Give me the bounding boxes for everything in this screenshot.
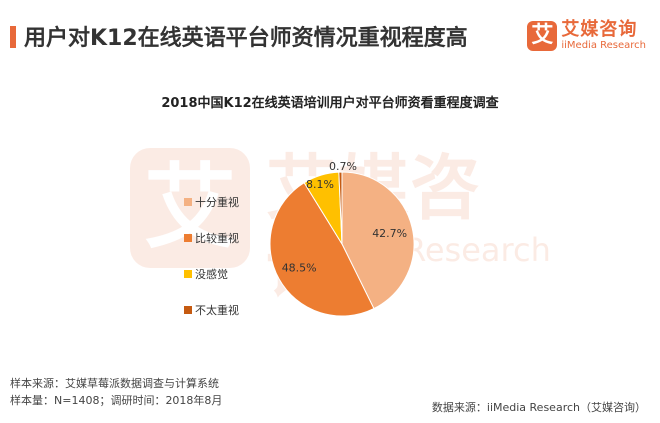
legend-swatch (184, 234, 192, 242)
legend-label: 十分重视 (195, 196, 239, 209)
pie-slice (269, 182, 375, 317)
pie-value-label: 48.5% (282, 262, 317, 275)
data-source: 数据来源：iiMedia Research（艾媒咨询） (431, 401, 646, 414)
pie-chart: 42.7% 48.5% 8.1% 0.7% (269, 160, 415, 317)
pie-slice (338, 171, 343, 245)
pie-value-label: 0.7% (329, 160, 357, 173)
legend-swatch (184, 306, 192, 314)
brand-logo-icon: 艾 (527, 21, 558, 51)
chart-title: 2018中国K12在线英语培训用户对平台师资看重程度调查 (161, 96, 499, 111)
pie-value-label: 8.1% (306, 178, 334, 191)
brand-subtitle: iiMedia Research (561, 40, 646, 51)
sample-size: 样本量：N=1408；调研时间：2018年8月 (10, 394, 223, 407)
legend-swatch (184, 198, 192, 206)
pie-value-label: 42.7% (372, 227, 407, 240)
legend-label: 没感觉 (195, 268, 228, 281)
sample-source: 样本来源：艾媒草莓派数据调查与计算系统 (10, 377, 219, 390)
legend-item: 没感觉 (184, 256, 239, 292)
title-accent-bar (10, 26, 16, 48)
pie-slice (341, 171, 415, 310)
brand-name: 艾媒咨询 (561, 19, 638, 40)
legend-item: 十分重视 (184, 184, 239, 220)
legend-label: 比较重视 (195, 232, 239, 245)
legend-label: 不太重视 (195, 304, 239, 317)
page-title: 用户对K12在线英语平台师资情况重视程度高 (24, 26, 468, 51)
brand-logo-block: 艾 艾媒咨询 iiMedia Research (527, 14, 646, 58)
legend-item: 比较重视 (184, 220, 239, 256)
legend-swatch (184, 270, 192, 278)
chart-legend: 十分重视 比较重视 没感觉 不太重视 (184, 184, 239, 328)
legend-item: 不太重视 (184, 292, 239, 328)
